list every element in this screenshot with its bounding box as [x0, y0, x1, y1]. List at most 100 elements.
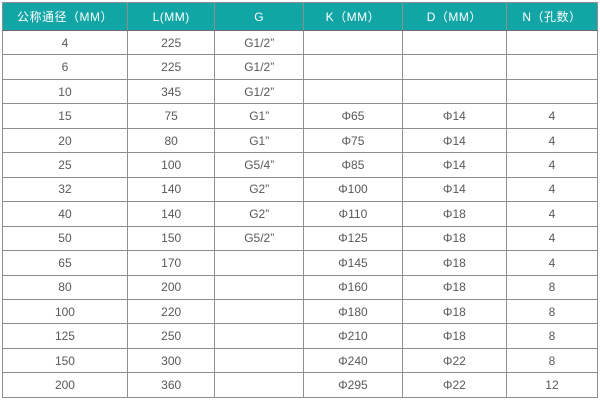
table-row: 65 170 Φ145 Φ18 4	[2, 250, 599, 276]
table-cell: Φ22	[401, 372, 507, 398]
table-cell: Φ125	[303, 225, 403, 252]
table-cell	[214, 298, 305, 325]
table-cell: Φ18	[401, 250, 507, 276]
table-cell: 100	[2, 298, 128, 325]
table-cell: Φ14	[401, 103, 507, 129]
table-row: 4 225 G1/2”	[2, 29, 599, 56]
table-cell: 300	[126, 347, 216, 374]
table-cell: 220	[126, 298, 216, 325]
table-cell	[505, 54, 599, 80]
column-header: D（MM）	[401, 2, 507, 31]
table-body: 4 225 G1/2” 6 225 G1/2” 10 345 G1/2” 15 75 G1” Φ65 Φ1…	[2, 29, 599, 398]
table-cell: Φ295	[303, 372, 403, 398]
table-cell: Φ18	[401, 323, 507, 349]
table-cell: Φ145	[303, 250, 403, 276]
table-cell: G1”	[214, 127, 305, 154]
table-cell	[214, 250, 305, 276]
table-cell	[303, 54, 403, 80]
table-row: 10 345 G1/2”	[2, 78, 599, 105]
table-row: 32 140 G2” Φ100 Φ14 4	[2, 176, 599, 203]
table-cell: 125	[2, 323, 128, 349]
table-cell: Φ85	[303, 152, 403, 178]
table-cell: Φ180	[303, 298, 403, 325]
table-cell: 50	[2, 225, 128, 252]
table-row: 125 250 Φ210 Φ18 8	[2, 323, 599, 349]
table-cell: 20	[2, 127, 128, 154]
table-cell: Φ18	[401, 201, 507, 227]
table-row: 40 140 G2” Φ110 Φ18 4	[2, 201, 599, 227]
table-cell: 80	[2, 274, 128, 300]
table-row: 25 100 G5/4” Φ85 Φ14 4	[2, 152, 599, 178]
table-row: 15 75 G1” Φ65 Φ14 4	[2, 103, 599, 129]
table-cell: 345	[126, 78, 216, 105]
table-cell: G1/2”	[214, 54, 305, 80]
table-row: 20 80 G1” Φ75 Φ14 4	[2, 127, 599, 154]
column-header: L(MM)	[126, 2, 216, 31]
table-cell: 4	[505, 225, 599, 252]
column-header: K（MM）	[303, 2, 403, 31]
table-cell: 360	[126, 372, 216, 398]
table-cell: Φ22	[401, 347, 507, 374]
table-cell: 4	[505, 103, 599, 129]
table-cell: 4	[2, 29, 128, 56]
table-cell: 4	[505, 201, 599, 227]
table-cell: 80	[126, 127, 216, 154]
table-cell: Φ18	[401, 225, 507, 252]
table-cell: Φ14	[401, 176, 507, 203]
table-row: 100 220 Φ180 Φ18 8	[2, 298, 599, 325]
table-cell: 25	[2, 152, 128, 178]
table-cell: Φ18	[401, 274, 507, 300]
table-cell: Φ75	[303, 127, 403, 154]
table-cell: 140	[126, 201, 216, 227]
table-cell	[214, 347, 305, 374]
table-cell: 200	[126, 274, 216, 300]
table-cell: 225	[126, 29, 216, 56]
table-cell	[214, 372, 305, 398]
table-cell: Φ14	[401, 127, 507, 154]
table-cell: 200	[2, 372, 128, 398]
table-cell	[214, 274, 305, 300]
table-cell	[401, 29, 507, 56]
table-cell: G2”	[214, 176, 305, 203]
table-cell: Φ160	[303, 274, 403, 300]
table-cell: 10	[2, 78, 128, 105]
table-cell: 150	[2, 347, 128, 374]
column-header: 公称通径（MM）	[2, 2, 128, 31]
table-cell: 4	[505, 152, 599, 178]
header-row: 公称通径（MM） L(MM) G K（MM） D（MM） N（孔数）	[2, 2, 599, 31]
table-cell: Φ110	[303, 201, 403, 227]
column-header: N（孔数）	[505, 2, 599, 31]
table-row: 200 360 Φ295 Φ22 12	[2, 372, 599, 398]
table-cell: 40	[2, 201, 128, 227]
table-cell: 150	[126, 225, 216, 252]
table-cell: G2”	[214, 201, 305, 227]
table-cell: 8	[505, 298, 599, 325]
table-cell	[303, 78, 403, 105]
table-cell	[505, 29, 599, 56]
table-cell: 15	[2, 103, 128, 129]
table-cell: 8	[505, 274, 599, 300]
table-cell: Φ100	[303, 176, 403, 203]
table-cell: G1/2”	[214, 78, 305, 105]
table-cell: 100	[126, 152, 216, 178]
table-cell: 4	[505, 176, 599, 203]
table-cell: 32	[2, 176, 128, 203]
table-cell: 8	[505, 347, 599, 374]
table-cell: Φ18	[401, 298, 507, 325]
table-cell	[401, 54, 507, 80]
table-cell: Φ65	[303, 103, 403, 129]
table-cell: G5/4”	[214, 152, 305, 178]
table-cell: Φ240	[303, 347, 403, 374]
table-cell: 6	[2, 54, 128, 80]
table-cell: 4	[505, 250, 599, 276]
table-cell: G1/2”	[214, 29, 305, 56]
table-cell	[214, 323, 305, 349]
table-cell	[505, 78, 599, 105]
table-cell: Φ14	[401, 152, 507, 178]
table-cell	[303, 29, 403, 56]
table-cell: G1”	[214, 103, 305, 129]
table-row: 6 225 G1/2”	[2, 54, 599, 80]
table-cell: 12	[505, 372, 599, 398]
table-cell: 4	[505, 127, 599, 154]
